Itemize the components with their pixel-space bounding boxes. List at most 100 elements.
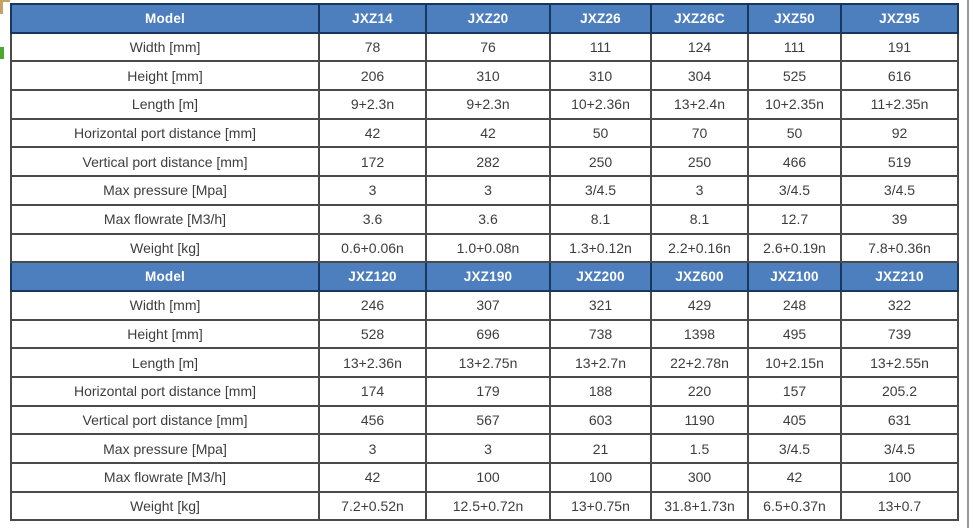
- model-header-cell: JXZ100: [747, 261, 842, 292]
- value-cell: 22+2.78n: [650, 347, 749, 378]
- value-cell: 525: [747, 60, 842, 92]
- value-cell: 322: [840, 289, 959, 321]
- value-cell: 3/4.5: [840, 175, 959, 206]
- spec-row: Max flowrate [M3/h] 42 100 100 300 42 100: [10, 462, 959, 493]
- spec-row: Weight [kg] 7.2+0.52n 12.5+0.72n 13+0.75n 31…: [10, 490, 959, 522]
- value-cell: 3.6: [318, 203, 427, 235]
- value-cell: 246: [318, 289, 427, 321]
- spec-row: Weight [kg] 0.6+0.06n 1.0+0.08n 1.3+0.12n 2.…: [10, 232, 959, 264]
- row-label-cell: Length [m]: [10, 89, 320, 120]
- value-cell: 220: [650, 375, 749, 407]
- value-cell: 304: [650, 60, 749, 92]
- value-cell: 631: [840, 404, 959, 436]
- model-header-cell: JXZ120: [318, 261, 427, 292]
- value-cell: 567: [425, 404, 551, 436]
- value-cell: 70: [650, 117, 749, 149]
- value-cell: 7.2+0.52n: [318, 490, 427, 522]
- value-cell: 248: [747, 289, 842, 321]
- row-label-cell: Width [mm]: [10, 289, 320, 321]
- spec-row: Length [m] 9+2.3n 9+2.3n 10+2.36n 13+2.4n 10+…: [10, 89, 959, 120]
- spec-row: Max flowrate [M3/h] 3.6 3.6 8.1 8.1 12.7 39: [10, 203, 959, 235]
- row-label-cell: Height [mm]: [10, 318, 320, 350]
- crop-corner-mark: [0, 0, 10, 14]
- value-cell: 519: [840, 146, 959, 178]
- value-cell: 250: [650, 146, 749, 178]
- value-cell: 191: [840, 31, 959, 63]
- value-cell: 100: [425, 462, 551, 493]
- value-cell: 10+2.15n: [747, 347, 842, 378]
- spec-row: Vertical port distance [mm] 456 567 603 1190…: [10, 404, 959, 436]
- value-cell: 11+2.35n: [840, 89, 959, 120]
- value-cell: 205.2: [840, 375, 959, 407]
- value-cell: 13+0.7: [840, 490, 959, 522]
- value-cell: 10+2.36n: [549, 89, 652, 120]
- value-cell: 100: [549, 462, 652, 493]
- value-cell: 456: [318, 404, 427, 436]
- value-cell: 111: [549, 31, 652, 63]
- model-header-row: Model JXZ14 JXZ20 JXZ26 JXZ26C JXZ50 JXZ95: [10, 3, 959, 34]
- value-cell: 42: [318, 462, 427, 493]
- model-header-row: Model JXZ120 JXZ190 JXZ200 JXZ600 JXZ100 JXZ21…: [10, 261, 959, 292]
- value-cell: 50: [549, 117, 652, 149]
- spec-row: Height [mm] 528 696 738 1398 495 739: [10, 318, 959, 350]
- row-label-cell: Horizontal port distance [mm]: [10, 117, 320, 149]
- model-header-cell: JXZ26C: [650, 3, 749, 34]
- value-cell: 2.2+0.16n: [650, 232, 749, 264]
- value-cell: 174: [318, 375, 427, 407]
- spec-row: Length [m] 13+2.36n 13+2.75n 13+2.7n 22+2.78…: [10, 347, 959, 378]
- value-cell: 31.8+1.73n: [650, 490, 749, 522]
- value-cell: 3: [425, 175, 551, 206]
- row-label-cell: Weight [kg]: [10, 490, 320, 522]
- value-cell: 111: [747, 31, 842, 63]
- value-cell: 3: [318, 175, 427, 206]
- model-header-cell: JXZ600: [650, 261, 749, 292]
- value-cell: 405: [747, 404, 842, 436]
- value-cell: 7.8+0.36n: [840, 232, 959, 264]
- value-cell: 188: [549, 375, 652, 407]
- selection-handle-mark: [0, 47, 4, 59]
- value-cell: 310: [425, 60, 551, 92]
- value-cell: 3/4.5: [840, 433, 959, 464]
- value-cell: 528: [318, 318, 427, 350]
- value-cell: 1398: [650, 318, 749, 350]
- model-header-cell: JXZ26: [549, 3, 652, 34]
- value-cell: 6.5+0.37n: [747, 490, 842, 522]
- value-cell: 13+2.75n: [425, 347, 551, 378]
- value-cell: 1.0+0.08n: [425, 232, 551, 264]
- spec-row: Horizontal port distance [mm] 174 179 188 22…: [10, 375, 959, 407]
- model-header-label: Model: [10, 3, 320, 34]
- value-cell: 738: [549, 318, 652, 350]
- value-cell: 92: [840, 117, 959, 149]
- model-header-cell: JXZ14: [318, 3, 427, 34]
- spec-row: Width [mm] 78 76 111 124 111 191: [10, 31, 959, 63]
- model-header-cell: JXZ210: [840, 261, 959, 292]
- row-label-cell: Width [mm]: [10, 31, 320, 63]
- model-header-cell: JXZ50: [747, 3, 842, 34]
- value-cell: 50: [747, 117, 842, 149]
- page-edge-line: [967, 0, 969, 528]
- value-cell: 157: [747, 375, 842, 407]
- value-cell: 321: [549, 289, 652, 321]
- value-cell: 9+2.3n: [425, 89, 551, 120]
- row-label-cell: Horizontal port distance [mm]: [10, 375, 320, 407]
- spec-row: Height [mm] 206 310 310 304 525 616: [10, 60, 959, 92]
- model-header-cell: JXZ20: [425, 3, 551, 34]
- value-cell: 0.6+0.06n: [318, 232, 427, 264]
- value-cell: 466: [747, 146, 842, 178]
- value-cell: 13+0.75n: [549, 490, 652, 522]
- row-label-cell: Vertical port distance [mm]: [10, 404, 320, 436]
- value-cell: 495: [747, 318, 842, 350]
- row-label-cell: Max flowrate [M3/h]: [10, 462, 320, 493]
- model-header-cell: JXZ95: [840, 3, 959, 34]
- row-label-cell: Length [m]: [10, 347, 320, 378]
- value-cell: 76: [425, 31, 551, 63]
- value-cell: 100: [840, 462, 959, 493]
- value-cell: 42: [747, 462, 842, 493]
- value-cell: 3/4.5: [747, 175, 842, 206]
- row-label-cell: Max pressure [Mpa]: [10, 175, 320, 206]
- spec-row: Vertical port distance [mm] 172 282 250 250 4…: [10, 146, 959, 178]
- value-cell: 3.6: [425, 203, 551, 235]
- value-cell: 739: [840, 318, 959, 350]
- value-cell: 172: [318, 146, 427, 178]
- model-header-cell: JXZ200: [549, 261, 652, 292]
